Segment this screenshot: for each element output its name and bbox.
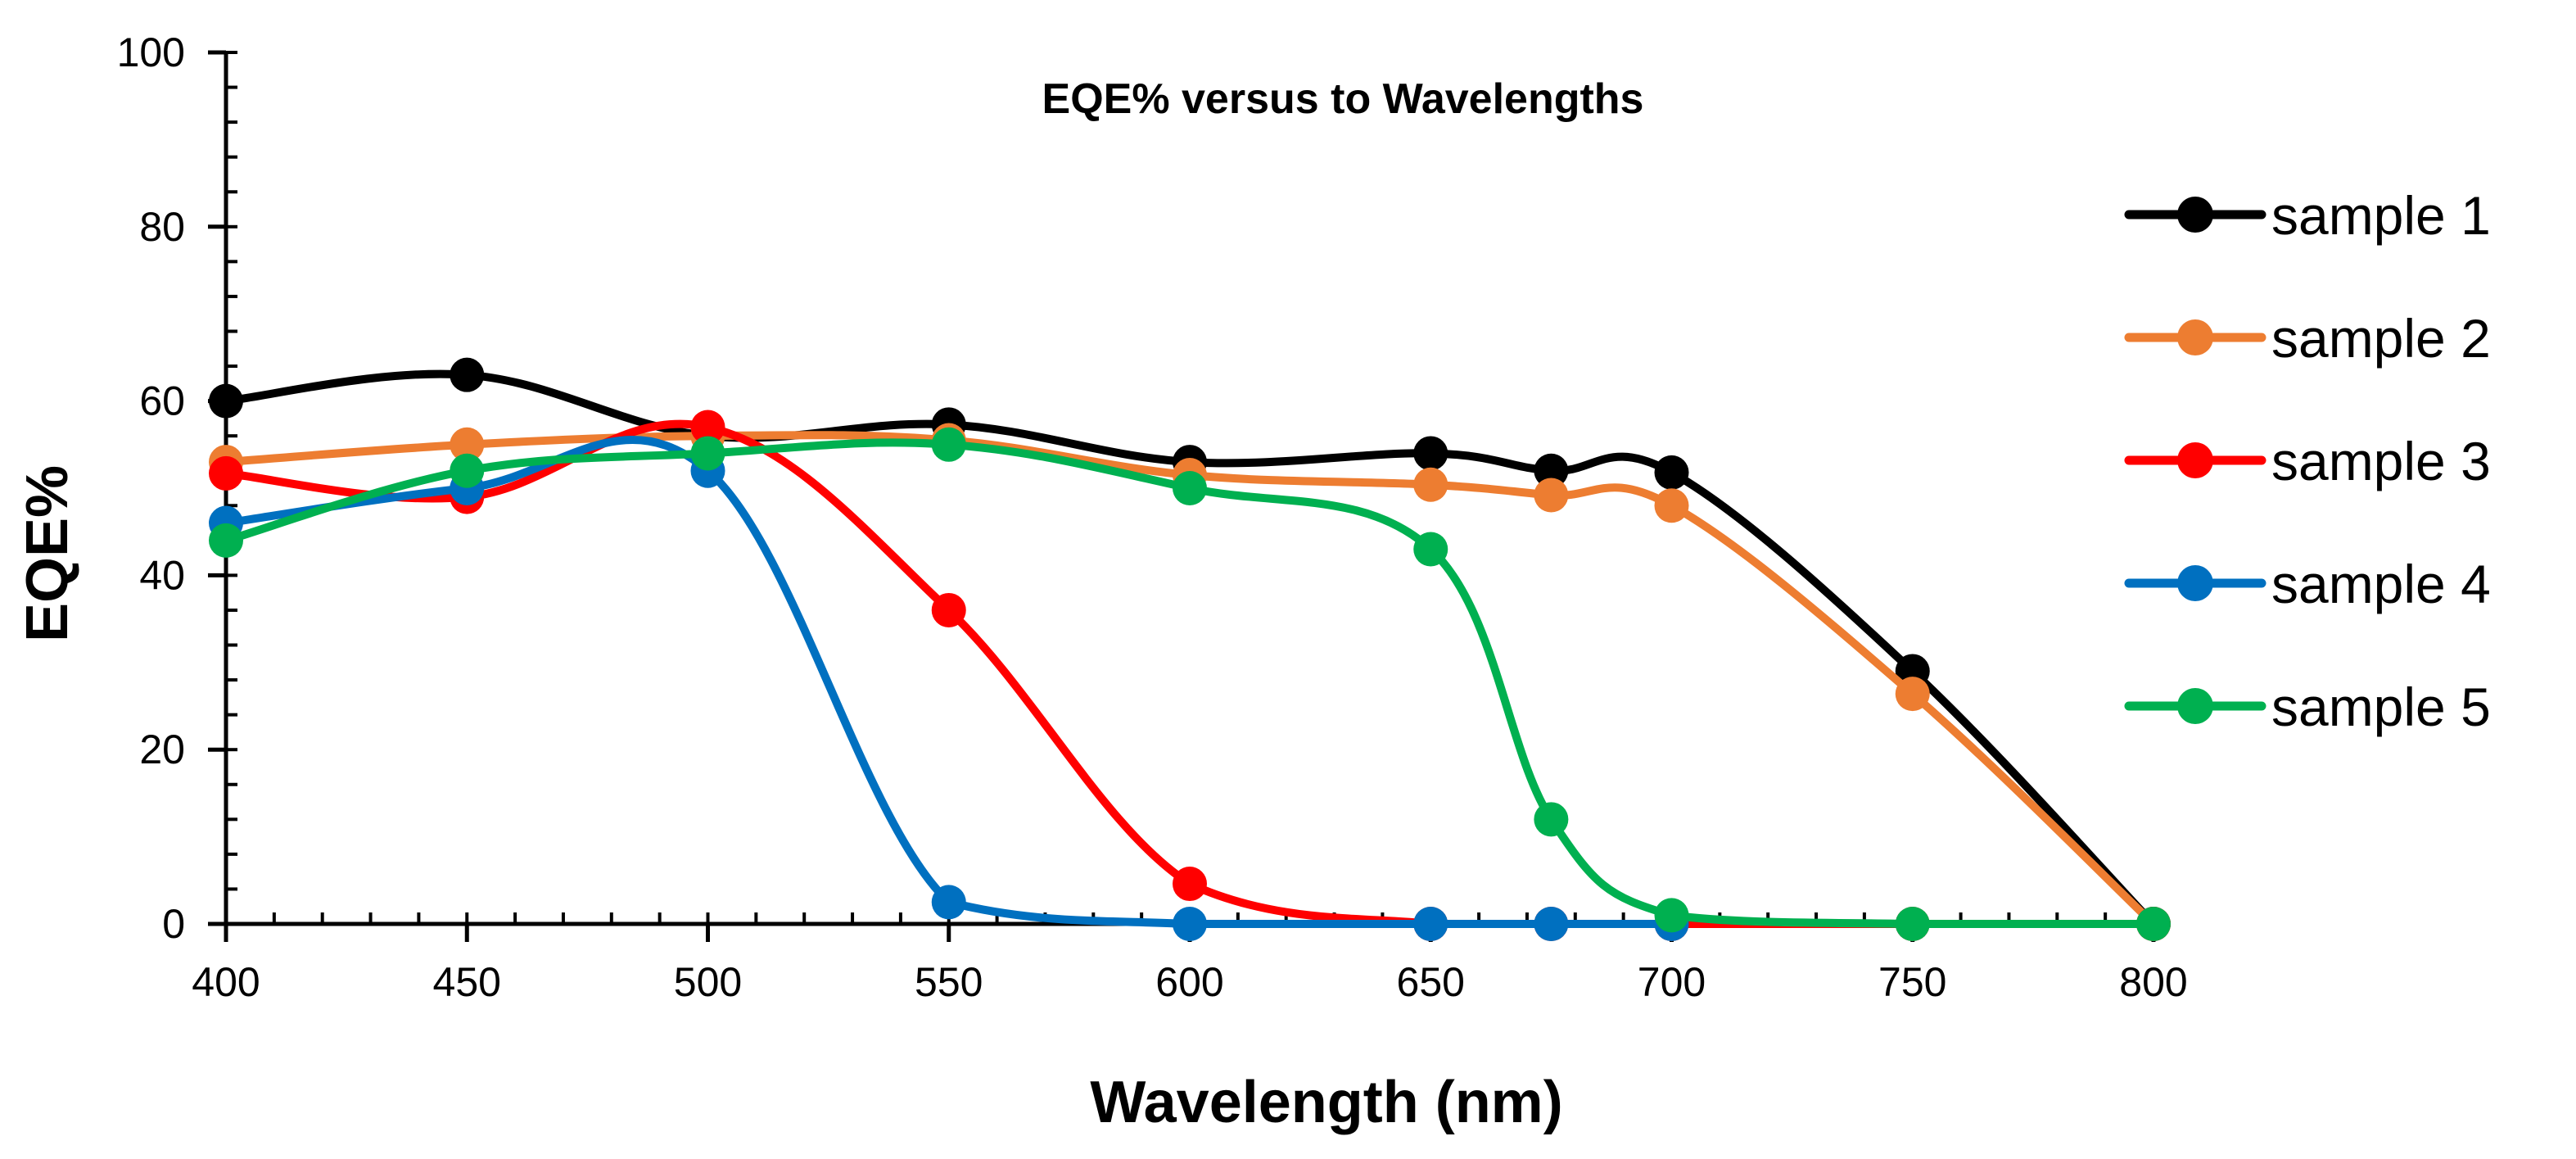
legend-swatch-marker: [2177, 688, 2213, 724]
data-point: [2136, 907, 2171, 941]
y-tick-label: 0: [162, 901, 185, 947]
series-line-1: [222, 369, 2158, 928]
y-tick-label: 100: [117, 29, 185, 75]
legend-swatch-marker: [2177, 442, 2213, 478]
y-tick-label: 60: [139, 378, 185, 424]
legend-label: sample 5: [2271, 677, 2491, 737]
data-point: [1534, 453, 1569, 488]
x-tick-label: 700: [1638, 959, 1706, 1005]
x-tick-label: 600: [1155, 959, 1223, 1005]
data-point: [450, 453, 485, 488]
legend: sample 1 sample 2 sample 3 sample 4 sample 5: [2124, 185, 2491, 737]
x-tick-label: 450: [433, 959, 501, 1005]
x-tick-label: 650: [1397, 959, 1465, 1005]
legend-item-4: sample 4: [2124, 554, 2491, 614]
series-5: [209, 427, 2171, 941]
y-tick-label: 40: [139, 552, 185, 598]
legend-item-2: sample 2: [2124, 308, 2491, 369]
legend-label: sample 1: [2271, 185, 2491, 246]
legend-item-1: sample 1: [2124, 185, 2491, 246]
legend-label: sample 4: [2271, 554, 2491, 614]
data-point: [1654, 488, 1689, 523]
data-point: [1413, 467, 1448, 502]
series-line-5: [222, 438, 2158, 929]
data-point: [931, 427, 966, 462]
axes: 0 20 40 60 80 100 400 450 500 550 600 650 700 750 800: [117, 29, 2188, 1005]
data-point: [1534, 907, 1569, 941]
data-point: [1534, 478, 1569, 513]
y-tick-label: 80: [139, 204, 185, 250]
legend-label: sample 3: [2271, 431, 2491, 491]
data-point: [690, 436, 725, 471]
data-point: [1173, 471, 1207, 505]
legend-item-5: sample 5: [2124, 677, 2491, 737]
x-tick-label: 800: [2119, 959, 2187, 1005]
data-point: [209, 523, 243, 558]
data-point: [450, 357, 485, 392]
y-axis-title: EQE%: [15, 465, 80, 642]
x-axis-title: Wavelength (nm): [1090, 1070, 1562, 1135]
y-tick-label: 20: [139, 727, 185, 772]
data-point: [690, 410, 725, 445]
data-point: [1654, 455, 1689, 490]
data-point: [1173, 867, 1207, 902]
series-line-2: [222, 431, 2158, 928]
data-point: [1895, 677, 1930, 712]
legend-item-3: sample 3: [2124, 431, 2491, 491]
series-4: [209, 436, 1689, 941]
data-point: [1534, 802, 1569, 837]
legend-label: sample 2: [2271, 308, 2491, 369]
data-point: [209, 455, 243, 491]
data-point: [1173, 907, 1207, 941]
legend-swatch-marker: [2177, 565, 2213, 601]
series-line-4: [222, 436, 1676, 929]
data-point: [209, 383, 243, 419]
x-tick-label: 400: [192, 959, 260, 1005]
data-point: [450, 427, 485, 462]
series-layer: [209, 357, 2171, 941]
chart-title: EQE% versus to Wavelengths: [1042, 75, 1644, 123]
legend-swatch-marker: [2177, 197, 2213, 233]
legend-swatch-marker: [2177, 319, 2213, 355]
data-point: [931, 885, 966, 920]
data-point: [1413, 907, 1448, 941]
data-point: [1654, 898, 1689, 933]
data-point: [1413, 436, 1448, 471]
x-tick-label: 500: [674, 959, 742, 1005]
data-point: [1895, 907, 1930, 941]
data-point: [1413, 532, 1448, 567]
x-tick-label: 550: [915, 959, 983, 1005]
x-tick-label: 750: [1878, 959, 1946, 1005]
data-point: [931, 592, 966, 627]
